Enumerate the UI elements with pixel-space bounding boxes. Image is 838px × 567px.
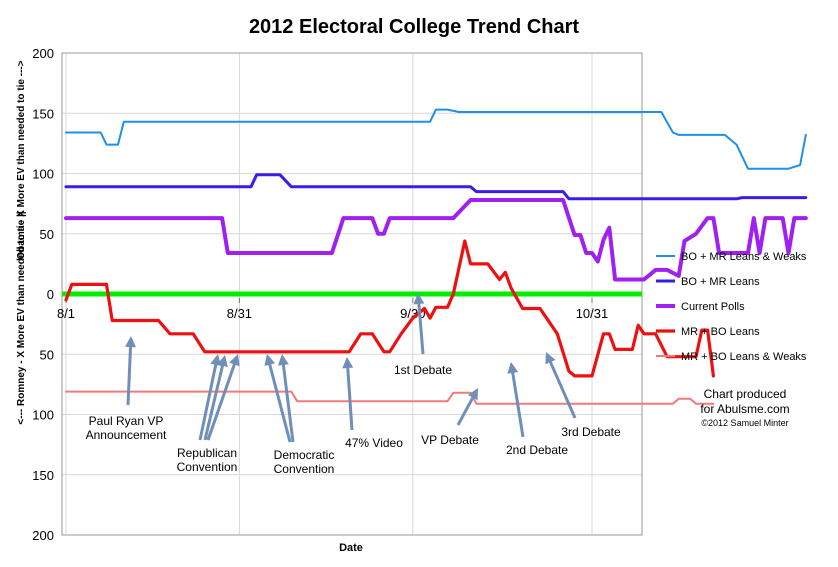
legend-item: BO + MR Leans — [656, 276, 760, 288]
legend-label: Current Polls — [681, 301, 745, 313]
annotation-arrow — [547, 358, 577, 419]
annotation-arrowhead — [545, 352, 556, 365]
credit-line-2: for Abulsme.com — [700, 402, 789, 416]
x-tick-label: 10/31 — [576, 306, 609, 321]
annotation-arrow — [203, 362, 225, 441]
annotation-arrowhead — [229, 354, 240, 367]
legend: BO + MR Leans & Weaks BO + MR Leans Curren… — [656, 251, 807, 363]
annotation-arrow — [417, 300, 425, 355]
annotation-label: 3rd Debate — [561, 425, 621, 439]
annotation-arrowhead — [467, 388, 478, 401]
chart-title: 2012 Electoral College Trend Chart — [249, 16, 579, 38]
x-tick-label: 8/1 — [57, 306, 75, 321]
annotation: VP Debate — [421, 388, 479, 447]
y-tick-label: 100 — [32, 408, 54, 423]
annotation-label: Paul Ryan VP — [89, 414, 164, 428]
y-axis-label-left: <--- Romney - X More EV than needed to t… — [16, 211, 27, 424]
annotation-arrow — [206, 361, 237, 441]
legend-label: BO + MR Leans — [681, 276, 760, 288]
legend-item: MR + BO Leans — [656, 326, 760, 338]
x-tick-label: 8/31 — [227, 306, 252, 321]
y-tick-label: 150 — [32, 106, 54, 121]
annotation-arrow — [281, 361, 295, 443]
y-tick-label: 50 — [40, 347, 54, 362]
annotation-arrowhead — [217, 355, 228, 367]
series-line-1 — [64, 173, 808, 201]
annotation-arrowhead — [277, 354, 289, 366]
annotation-label: Democratic — [274, 448, 335, 462]
annotation-label: Convention — [274, 462, 335, 476]
legend-label: MR + BO Leans — [681, 326, 760, 338]
credit: Chart produced for Abulsme.com ©2012 Sam… — [700, 387, 789, 428]
annotation-arrowhead — [342, 357, 354, 369]
annotation: 2nd Debate — [506, 362, 568, 457]
annotation: 47% Video — [342, 357, 403, 450]
annotation-arrowhead — [264, 354, 276, 367]
annotation-arrow — [346, 364, 354, 431]
series-line-3 — [64, 239, 716, 378]
annotation-arrow — [126, 343, 133, 406]
annotation-arrowhead — [125, 336, 137, 348]
y-tick-label: 100 — [32, 167, 54, 182]
y-tick-label: 200 — [32, 46, 54, 61]
legend-label: BO + MR Leans & Weaks — [681, 251, 807, 263]
annotation-label: 2nd Debate — [506, 443, 568, 457]
series-line-4 — [65, 390, 715, 405]
annotation: 1st Debate — [394, 293, 452, 377]
legend-label: MR + BO Leans & Weaks — [681, 351, 807, 363]
annotation-arrow — [198, 361, 218, 441]
y-tick-label: 150 — [32, 468, 54, 483]
annotation-arrow — [510, 369, 525, 438]
annotation-label: Announcement — [86, 428, 167, 442]
credit-line-3: ©2012 Samuel Minter — [701, 418, 788, 428]
y-axis-label-right: Obama - X More EV than needed to tie ---… — [16, 60, 27, 259]
annotations: Paul Ryan VPAnnouncementRepublicanConven… — [86, 293, 621, 476]
y-tick-label: 50 — [40, 227, 54, 242]
annotation-label: 1st Debate — [394, 363, 452, 377]
legend-item: Current Polls — [656, 301, 745, 313]
annotation-arrow — [267, 361, 292, 443]
credit-line-1: Chart produced — [704, 387, 787, 401]
annotation-arrowhead — [507, 362, 519, 374]
y-tick-label: 200 — [32, 528, 54, 543]
annotation-label: VP Debate — [421, 433, 479, 447]
annotation-label: 47% Video — [345, 436, 403, 450]
annotation: 3rd Debate — [545, 352, 621, 439]
annotation-label: Republican — [177, 446, 237, 460]
annotation-arrow — [456, 394, 476, 426]
x-axis-label: Date — [339, 542, 363, 554]
legend-item: BO + MR Leans & Weaks — [656, 251, 807, 263]
annotation-arrowhead — [413, 293, 425, 305]
annotation-label: Convention — [177, 460, 238, 474]
y-tick-label: 0 — [47, 287, 54, 302]
legend-item: MR + BO Leans & Weaks — [656, 351, 807, 363]
series-line-0 — [65, 108, 807, 170]
series-line-2 — [64, 198, 808, 282]
